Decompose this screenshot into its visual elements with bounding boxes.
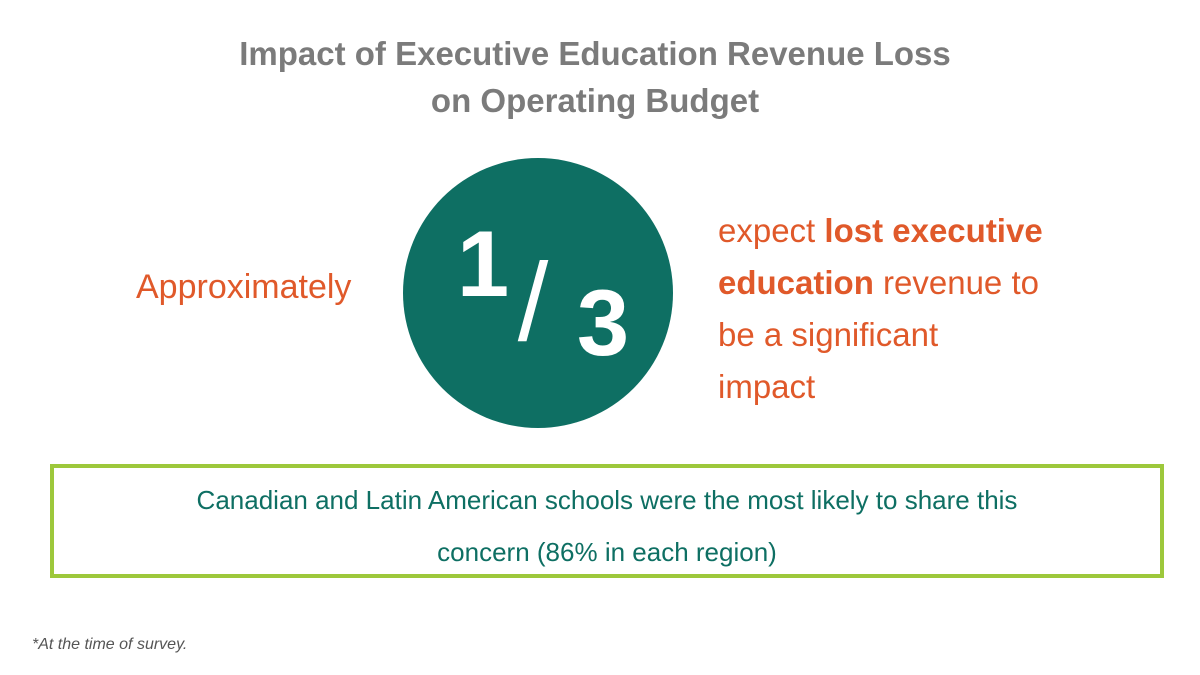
text: be a significant (718, 316, 939, 353)
statement-line: impact (718, 361, 1043, 413)
denominator: 3 (577, 270, 629, 375)
text: expect (718, 212, 825, 249)
statement-line: education revenue to (718, 257, 1043, 309)
statement: expect lost executive education revenue t… (718, 205, 1043, 413)
footnote: *At the time of survey. (32, 636, 188, 653)
title: Impact of Executive Education Revenue Lo… (0, 30, 1190, 124)
slash: / (518, 241, 549, 364)
emphasis: lost executive (824, 212, 1043, 249)
callout-box: Canadian and Latin American schools were… (50, 464, 1164, 578)
callout-line: Canadian and Latin American schools were… (196, 485, 1018, 515)
text: revenue to (873, 264, 1039, 301)
circle (403, 158, 673, 428)
title-line: Impact of Executive Education Revenue Lo… (239, 35, 951, 72)
emphasis: education (718, 264, 874, 301)
statement-line: be a significant (718, 309, 1043, 361)
lead-text: Approximately (136, 268, 352, 306)
title-line: on Operating Budget (430, 82, 760, 119)
text: impact (718, 368, 816, 405)
numerator: 1 (457, 211, 509, 316)
statement-line: expect lost executive (718, 205, 1043, 257)
callout-line: concern (86% in each region) (437, 537, 777, 567)
